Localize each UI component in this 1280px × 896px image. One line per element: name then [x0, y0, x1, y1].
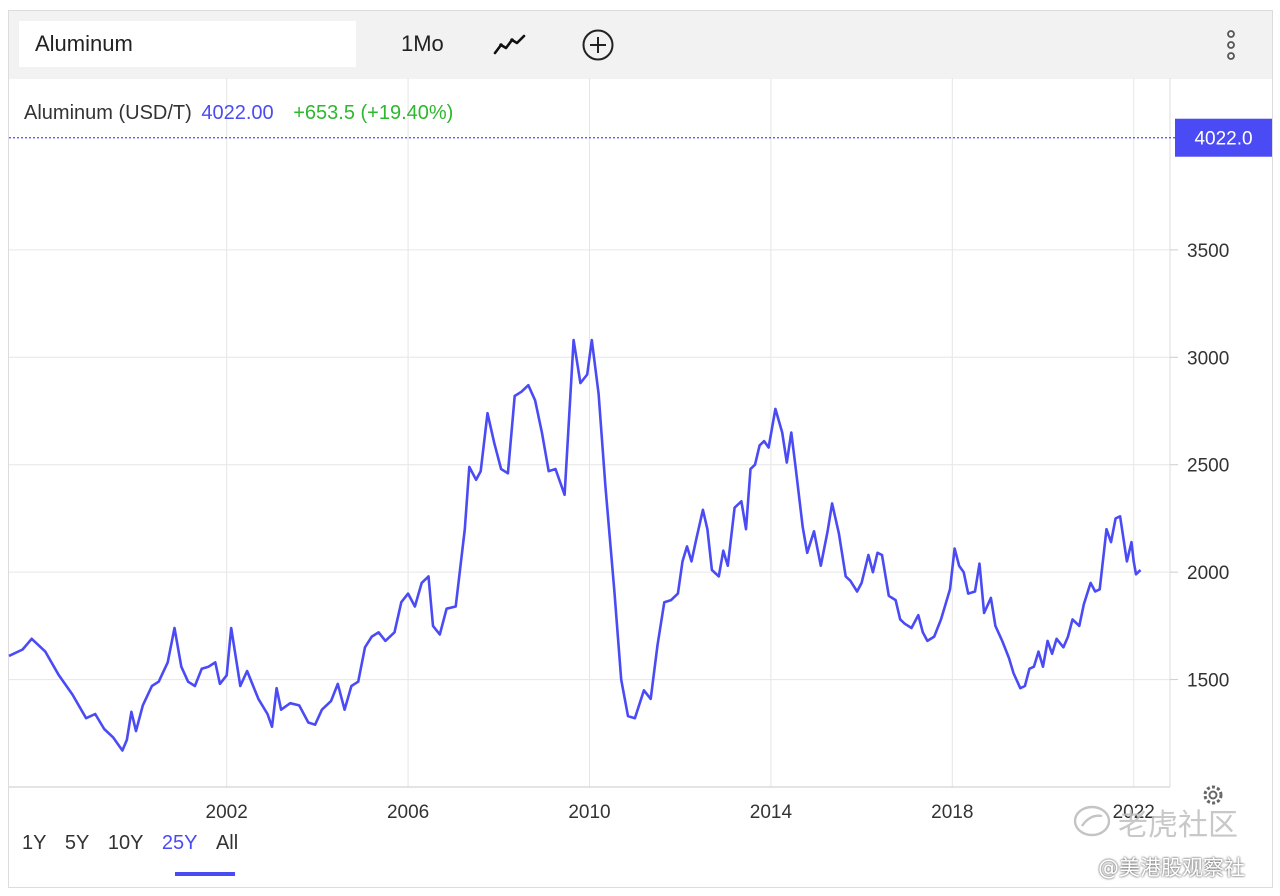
y-tick-label: 3500 [1187, 241, 1229, 262]
x-tick-label: 2006 [387, 802, 429, 823]
y-tick-label: 2000 [1187, 563, 1229, 584]
y-tick-label: 2500 [1187, 456, 1229, 477]
last-price-badge [1175, 118, 1272, 157]
x-tick-label: 2002 [206, 802, 248, 823]
watermark-handle: @美港股观察社 [1098, 856, 1245, 880]
range-10y-button[interactable]: 10Y [107, 832, 144, 854]
legend-price: 4022.00 [201, 102, 274, 124]
interval-selector[interactable]: 1Mo [401, 31, 444, 56]
symbol-search-input[interactable]: Aluminum [19, 21, 356, 67]
toolbar: Aluminum 1Mo [9, 11, 1272, 79]
gear-icon[interactable] [1200, 782, 1226, 808]
y-tick-label: 3000 [1187, 348, 1229, 369]
watermark-text: 老虎社区 [1118, 808, 1238, 843]
range-selector: 1Y 5Y 10Y 25Y All [22, 828, 252, 868]
x-tick-label: 2018 [931, 802, 973, 823]
plus-circle-icon[interactable] [581, 28, 615, 62]
vertical-ellipsis-icon[interactable] [1221, 27, 1241, 63]
line-chart-icon[interactable] [493, 33, 527, 57]
x-tick-label: 2014 [750, 802, 793, 823]
range-all-button[interactable]: All [215, 832, 239, 854]
watermark-logo-icon [1073, 805, 1111, 837]
x-tick-label: 2010 [568, 802, 610, 823]
range-5y-button[interactable]: 5Y [64, 832, 90, 854]
legend-symbol-name: Aluminum (USD/T) [24, 102, 192, 124]
chart-legend: Aluminum (USD/T) 4022.00 +653.5 (+19.40%… [24, 102, 453, 125]
range-1y-button[interactable]: 1Y [22, 832, 47, 854]
x-tick-label: 2022 [1113, 802, 1155, 823]
legend-change: +653.5 (+19.40%) [293, 102, 454, 124]
chart-frame: Aluminum 1Mo [8, 10, 1273, 888]
range-25y-button[interactable]: 25Y [161, 832, 198, 854]
active-range-indicator [175, 872, 235, 876]
price-series-line[interactable] [8, 338, 1142, 752]
y-tick-label: 1500 [1187, 671, 1229, 692]
last-price-label: 4022.0 [1194, 129, 1252, 150]
